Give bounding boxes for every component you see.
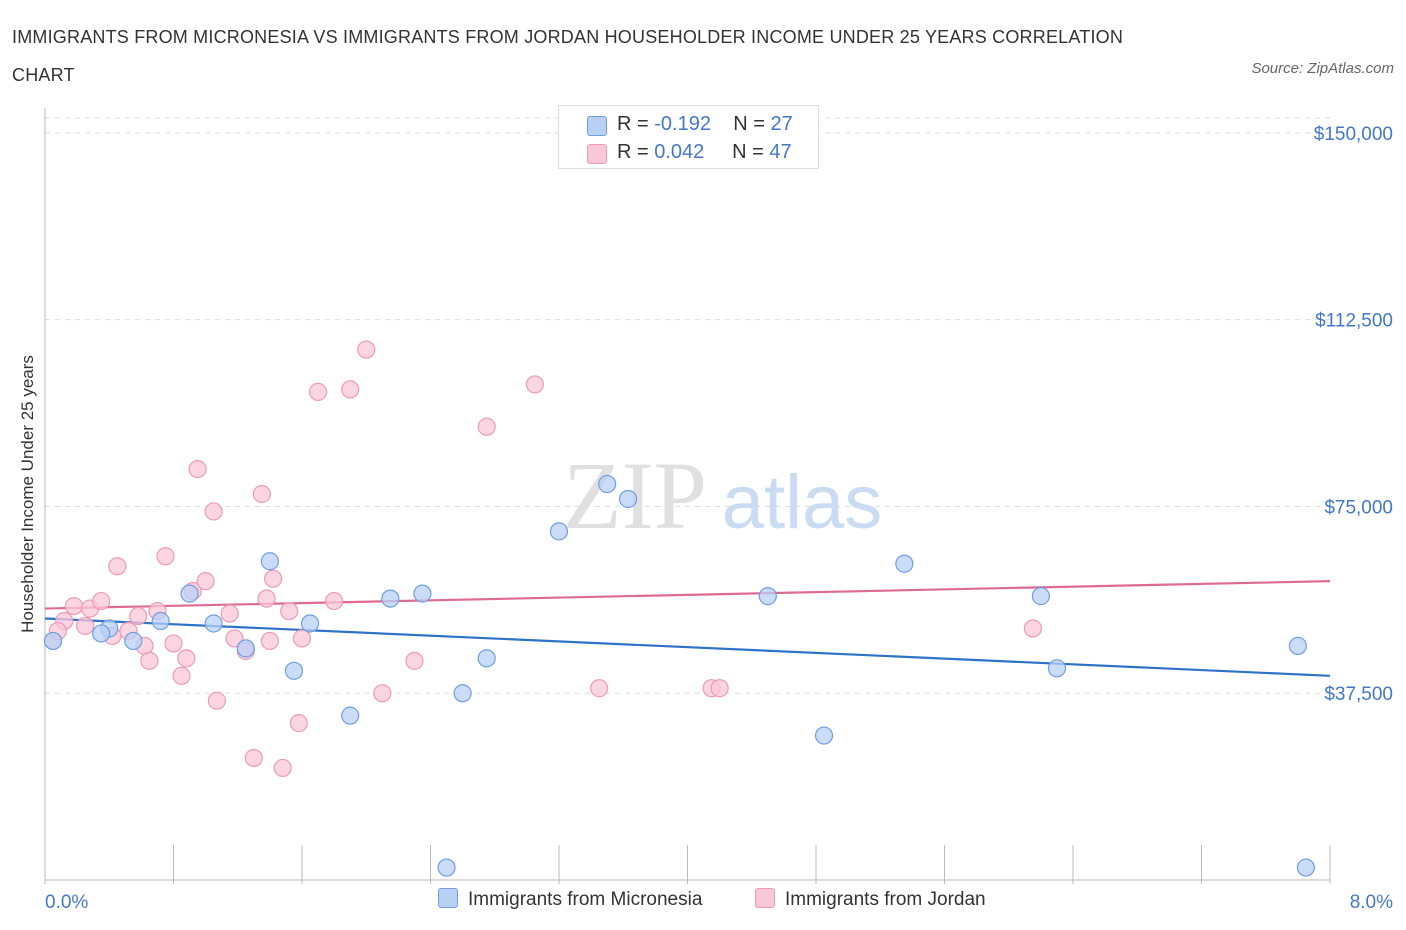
y-tick-label-1: $75,000 bbox=[1324, 497, 1393, 518]
point-jordan-5 bbox=[92, 591, 111, 611]
point-jordan-18 bbox=[188, 459, 207, 479]
point-jordan-34 bbox=[308, 382, 328, 401]
stats-legend: R = -0.192 N = 27 R = 0.042 N = 47 bbox=[558, 105, 819, 169]
point-micronesia-19 bbox=[758, 587, 777, 606]
bottom-legend-label-jordan: Immigrants from Jordan bbox=[785, 889, 986, 910]
point-jordan-32 bbox=[289, 714, 308, 733]
point-jordan-9 bbox=[129, 606, 148, 626]
y-tick-label-2: $112,500 bbox=[1315, 311, 1393, 332]
point-micronesia-2 bbox=[124, 631, 143, 651]
point-jordan-15 bbox=[172, 666, 191, 685]
point-jordan-45 bbox=[1023, 619, 1042, 638]
point-jordan-19 bbox=[196, 572, 215, 591]
point-micronesia-7 bbox=[260, 552, 279, 571]
y-axis-label: Householder Income Under 25 years bbox=[18, 355, 37, 633]
x-tick-label-max: 8.0% bbox=[1350, 892, 1393, 913]
point-jordan-39 bbox=[405, 651, 424, 670]
tick-labels: $37,500 $75,000 $112,500 $150,000 0.0% 8.0% bbox=[45, 124, 1393, 913]
point-micronesia-9 bbox=[300, 614, 320, 633]
legend-n-label: N = bbox=[733, 113, 771, 135]
legend-r-label: R = bbox=[617, 141, 655, 163]
point-micronesia-4 bbox=[180, 584, 199, 603]
point-jordan-40 bbox=[477, 417, 496, 436]
legend-r-value: 0.042 bbox=[654, 141, 705, 163]
point-jordan-41 bbox=[525, 375, 545, 394]
point-micronesia-10 bbox=[341, 706, 360, 725]
trend-line-micronesia bbox=[44, 617, 1331, 677]
legend-n-value: 47 bbox=[769, 141, 792, 163]
points-jordan bbox=[43, 340, 1042, 778]
point-jordan-27 bbox=[257, 589, 276, 608]
point-jordan-44 bbox=[710, 679, 729, 698]
point-jordan-3 bbox=[76, 616, 95, 636]
axes bbox=[44, 108, 1331, 884]
legend-swatch-micronesia bbox=[587, 116, 607, 136]
point-micronesia-3 bbox=[151, 611, 170, 631]
bottom-legend-jordan: Immigrants from Jordan bbox=[755, 888, 986, 911]
point-jordan-42 bbox=[590, 679, 609, 698]
point-jordan-20 bbox=[204, 502, 223, 521]
point-micronesia-13 bbox=[437, 858, 456, 877]
point-jordan-33 bbox=[292, 629, 312, 648]
x-tick-label-min: 0.0% bbox=[45, 892, 88, 913]
y-tick-label-0: $37,500 bbox=[1324, 684, 1393, 705]
point-micronesia-14 bbox=[453, 684, 472, 703]
point-micronesia-8 bbox=[284, 661, 304, 680]
point-micronesia-6 bbox=[236, 639, 255, 658]
point-jordan-29 bbox=[263, 569, 283, 588]
point-jordan-30 bbox=[273, 758, 292, 778]
point-micronesia-16 bbox=[549, 522, 569, 541]
legend-swatch-jordan bbox=[587, 144, 607, 164]
points-micronesia bbox=[43, 474, 1316, 877]
bottom-legend-swatch-jordan bbox=[755, 888, 775, 908]
point-jordan-25 bbox=[244, 748, 263, 768]
point-jordan-37 bbox=[357, 340, 376, 359]
point-micronesia-22 bbox=[1031, 587, 1050, 606]
point-micronesia-0 bbox=[43, 631, 63, 651]
point-jordan-28 bbox=[260, 631, 279, 651]
y-tick-label-3: $150,000 bbox=[1314, 124, 1393, 145]
point-jordan-2 bbox=[64, 596, 84, 616]
point-jordan-21 bbox=[207, 691, 226, 710]
point-micronesia-26 bbox=[92, 624, 111, 643]
point-micronesia-11 bbox=[381, 589, 400, 608]
point-jordan-13 bbox=[156, 547, 175, 566]
watermark: ZIP atlas bbox=[563, 442, 882, 549]
point-jordan-14 bbox=[164, 634, 183, 653]
trend-line-jordan bbox=[44, 580, 1331, 610]
point-jordan-26 bbox=[252, 484, 271, 504]
legend-n-label: N = bbox=[732, 141, 770, 163]
point-micronesia-23 bbox=[1047, 659, 1067, 678]
legend-r-label: R = bbox=[617, 113, 655, 135]
point-micronesia-25 bbox=[1296, 858, 1316, 877]
point-micronesia-20 bbox=[814, 726, 834, 745]
bottom-legend-label-micronesia: Immigrants from Micronesia bbox=[468, 889, 703, 910]
point-jordan-22 bbox=[220, 604, 239, 623]
legend-r-value: -0.192 bbox=[654, 113, 711, 135]
point-micronesia-17 bbox=[598, 474, 617, 494]
source-label: Source: ZipAtlas.com bbox=[1251, 60, 1394, 77]
point-jordan-38 bbox=[373, 684, 392, 703]
point-micronesia-21 bbox=[895, 554, 914, 573]
point-micronesia-5 bbox=[204, 614, 223, 633]
chart-title: IMMIGRANTS FROM MICRONESIA VS IMMIGRANTS… bbox=[12, 27, 1124, 85]
point-jordan-16 bbox=[177, 649, 196, 668]
bottom-legend-micronesia: Immigrants from Micronesia bbox=[438, 888, 702, 911]
legend-n-value: 27 bbox=[770, 113, 793, 135]
point-jordan-35 bbox=[325, 591, 344, 611]
point-jordan-11 bbox=[140, 651, 159, 670]
point-jordan-31 bbox=[280, 601, 299, 621]
watermark-atlas: atlas bbox=[722, 460, 883, 545]
point-micronesia-15 bbox=[477, 649, 496, 668]
gridlines bbox=[45, 117, 1330, 694]
bottom-legend-swatch-micronesia bbox=[438, 888, 458, 908]
point-jordan-7 bbox=[108, 557, 127, 576]
point-micronesia-12 bbox=[413, 584, 432, 603]
point-micronesia-18 bbox=[618, 489, 638, 509]
point-jordan-36 bbox=[341, 380, 360, 399]
point-micronesia-24 bbox=[1288, 636, 1307, 656]
trend-lines bbox=[44, 580, 1331, 677]
